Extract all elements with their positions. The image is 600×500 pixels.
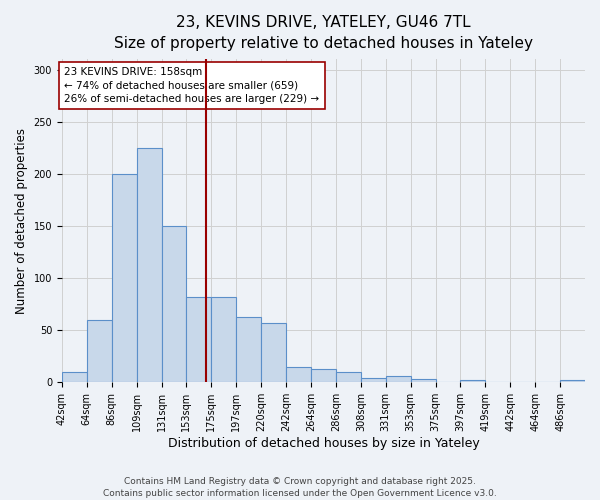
Bar bbox=[336, 372, 361, 382]
Bar bbox=[112, 174, 137, 382]
Bar bbox=[211, 297, 236, 382]
Bar bbox=[87, 320, 112, 382]
Bar bbox=[361, 378, 386, 382]
Bar bbox=[286, 366, 311, 382]
Bar bbox=[236, 316, 261, 382]
Bar bbox=[161, 226, 187, 382]
X-axis label: Distribution of detached houses by size in Yateley: Distribution of detached houses by size … bbox=[167, 437, 479, 450]
Bar bbox=[311, 369, 336, 382]
Text: Contains HM Land Registry data © Crown copyright and database right 2025.
Contai: Contains HM Land Registry data © Crown c… bbox=[103, 476, 497, 498]
Y-axis label: Number of detached properties: Number of detached properties bbox=[15, 128, 28, 314]
Bar bbox=[261, 323, 286, 382]
Bar bbox=[560, 380, 585, 382]
Bar bbox=[62, 372, 87, 382]
Text: 23 KEVINS DRIVE: 158sqm
← 74% of detached houses are smaller (659)
26% of semi-d: 23 KEVINS DRIVE: 158sqm ← 74% of detache… bbox=[64, 68, 319, 104]
Bar bbox=[187, 297, 211, 382]
Bar bbox=[460, 380, 485, 382]
Bar bbox=[386, 376, 410, 382]
Title: 23, KEVINS DRIVE, YATELEY, GU46 7TL
Size of property relative to detached houses: 23, KEVINS DRIVE, YATELEY, GU46 7TL Size… bbox=[114, 15, 533, 51]
Bar bbox=[137, 148, 161, 382]
Bar bbox=[410, 379, 436, 382]
